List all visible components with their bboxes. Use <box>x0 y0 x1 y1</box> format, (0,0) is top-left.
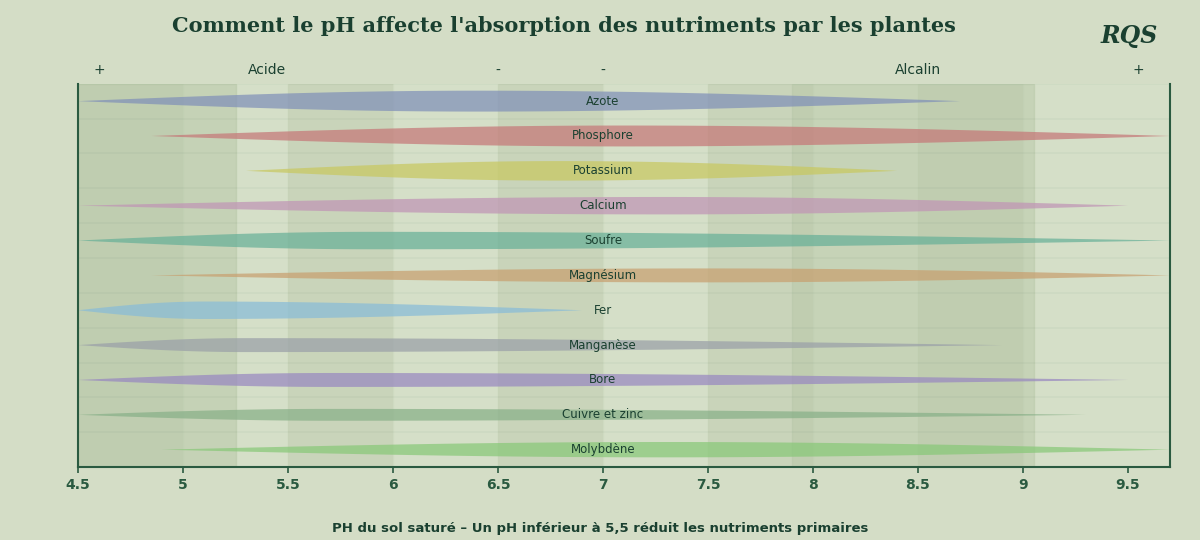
Text: Acide: Acide <box>248 63 286 77</box>
Text: +: + <box>94 63 104 77</box>
Polygon shape <box>78 91 960 112</box>
Bar <box>78 84 235 467</box>
Polygon shape <box>151 268 1170 282</box>
Polygon shape <box>162 442 1170 457</box>
Text: +: + <box>1133 63 1145 77</box>
Bar <box>288 84 394 467</box>
Text: Comment le pH affecte l'absorption des nutriments par les plantes: Comment le pH affecte l'absorption des n… <box>172 16 956 36</box>
Text: Magnésium: Magnésium <box>569 269 637 282</box>
Bar <box>1022 84 1170 467</box>
Polygon shape <box>78 197 1128 214</box>
Bar <box>78 84 182 467</box>
Polygon shape <box>78 232 1170 249</box>
Text: Azote: Azote <box>587 94 619 107</box>
Polygon shape <box>78 373 1128 387</box>
Text: Phosphore: Phosphore <box>572 130 634 143</box>
Text: RQS: RQS <box>1100 24 1158 48</box>
Bar <box>918 84 1022 467</box>
Text: Manganèse: Manganèse <box>569 339 637 352</box>
Bar <box>498 84 604 467</box>
Bar <box>814 84 918 467</box>
Bar <box>182 84 288 467</box>
Text: Potassium: Potassium <box>572 164 634 177</box>
Text: Alcalin: Alcalin <box>895 63 941 77</box>
Polygon shape <box>246 161 898 180</box>
Text: Bore: Bore <box>589 374 617 387</box>
Text: Soufre: Soufre <box>584 234 622 247</box>
Bar <box>792 84 1033 467</box>
Polygon shape <box>78 409 1086 421</box>
Text: -: - <box>496 63 500 77</box>
Bar <box>604 84 708 467</box>
Bar <box>708 84 814 467</box>
Polygon shape <box>78 301 582 319</box>
Text: Cuivre et zinc: Cuivre et zinc <box>563 408 643 421</box>
Polygon shape <box>78 338 1002 352</box>
Text: PH du sol saturé – Un pH inférieur à 5,5 réduit les nutriments primaires: PH du sol saturé – Un pH inférieur à 5,5… <box>332 522 868 535</box>
Bar <box>394 84 498 467</box>
Text: Calcium: Calcium <box>580 199 626 212</box>
Text: Molybdène: Molybdène <box>571 443 635 456</box>
Text: -: - <box>600 63 606 77</box>
Text: Fer: Fer <box>594 304 612 317</box>
Polygon shape <box>151 125 1170 146</box>
